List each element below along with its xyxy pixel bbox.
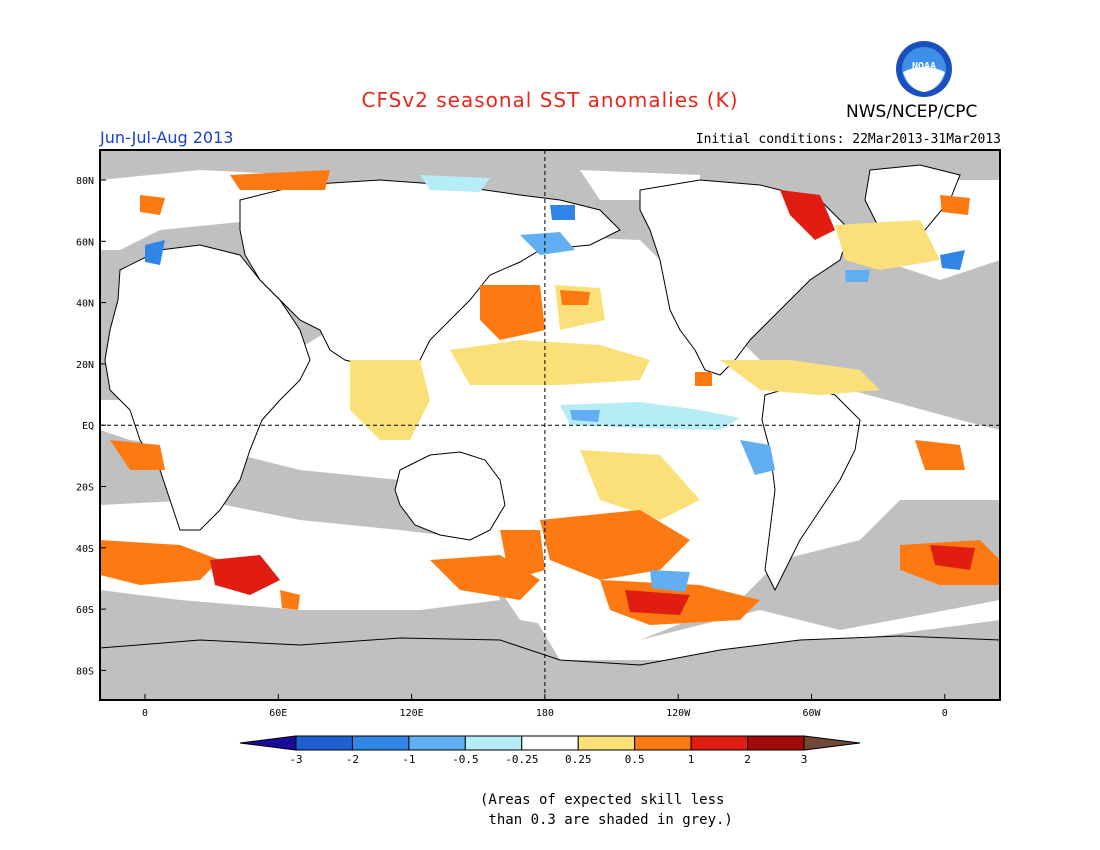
skill-ocean-white [100,170,1000,660]
lon-label: 0 [942,708,948,719]
lat-label: EQ [82,421,94,432]
colorbar-label: 0.25 [565,753,592,766]
lon-label: 180 [536,708,554,719]
lat-label: 80N [76,176,94,187]
lat-label: 60S [76,605,94,616]
skill-note-line-1: (Areas of expected skill less [480,792,725,808]
colorbar-swatch [690,735,749,751]
lon-label: 0 [142,708,148,719]
lon-label: 60W [802,708,821,719]
colorbar-swatch [747,735,805,751]
colorbar-swatch [408,735,466,751]
landmass-africa-europe [104,244,311,531]
lat-label: 20S [76,483,94,494]
colorbar-label: -3 [289,753,302,766]
cool-anomalies [145,175,965,592]
landmass-north-america [639,179,851,376]
noaa-logo-text: NOAA [912,61,936,72]
landmass-australia [394,451,506,541]
colorbar-low-arrow [239,735,297,751]
landmass-south-america [761,384,861,592]
colorbar-label: 1 [688,753,695,766]
colorbar-label: -2 [346,753,359,766]
colorbar-label: 2 [744,753,751,766]
colorbar-high-arrow [803,735,861,751]
colorbar-label: -1 [402,753,415,766]
land-masses [99,164,1001,701]
lon-label: 120W [666,708,691,719]
lat-label: 60N [76,237,94,248]
colorbar-swatch [521,735,579,751]
landmass-asia [239,179,621,401]
map-grid: 80N 60N 40N 20N EQ 20S 40S 60S 80S 0 60E 120E 180 120… [76,150,1000,719]
noaa-logo: NOAA [895,40,953,98]
initial-conditions-label: Initial conditions: 22Mar2013-31Mar2013 [695,132,1001,147]
landmass-antarctica [99,635,1001,701]
colorbar-label: 0.5 [625,753,645,766]
colorbar-label: -0.5 [452,753,479,766]
colorbar-label: 3 [801,753,808,766]
colorbar-swatch [634,735,692,751]
colorbar-swatch [295,735,353,751]
map-frame [99,149,1001,701]
colorbar-label: -0.25 [505,753,538,766]
warm-anomalies [100,170,1000,625]
lat-label: 40N [76,299,94,310]
map-title: CFSv2 seasonal SST anomalies (K) [361,88,739,112]
lon-label: 120E [400,708,424,719]
colorbar-swatch [464,735,523,751]
landmass-greenland [864,164,961,246]
skill-note-line-2: than 0.3 are shaded in grey.) [480,812,733,828]
lat-label: 20N [76,360,94,371]
colorbar-swatch [351,735,410,751]
season-label: Jun-Jul-Aug 2013 [100,128,234,147]
no-skill-background [100,150,1000,700]
organization-label: NWS/NCEP/CPC [846,102,978,122]
skill-note: (Areas of expected skill less than 0.3 a… [480,790,733,830]
colorbar-swatch [577,735,636,751]
lon-label: 60E [269,708,287,719]
colorbar-legend: -3 -2 -1 -0.5 -0.25 0.25 0.5 1 2 3 [239,735,861,766]
lat-label: 40S [76,544,94,555]
lat-label: 80S [76,666,94,677]
